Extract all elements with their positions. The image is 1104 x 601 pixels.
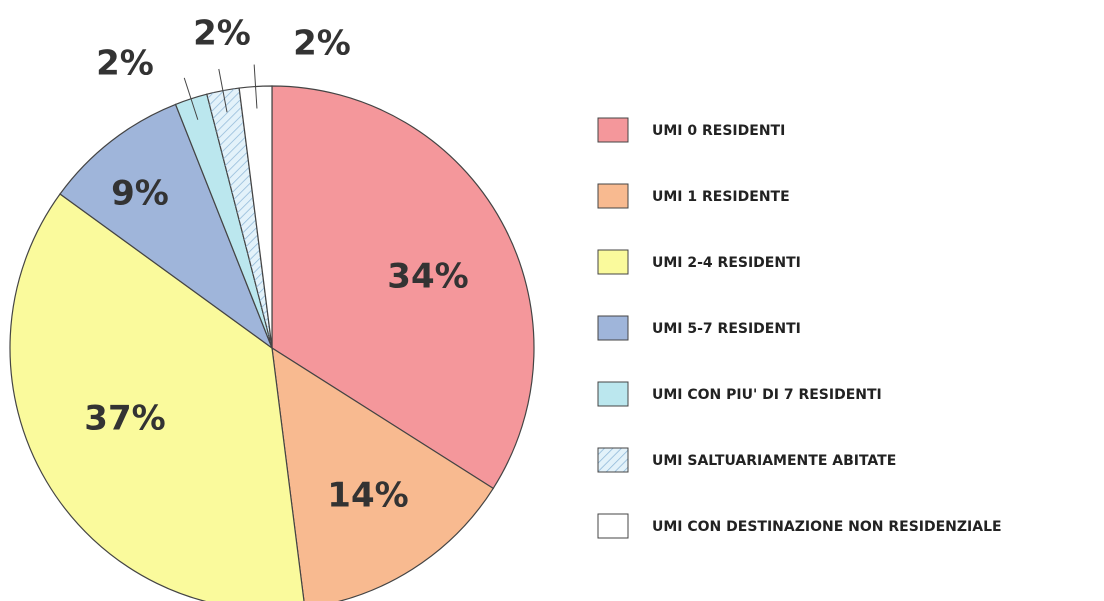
data-label: 37% [84,399,165,439]
pie-slice [271,346,495,601]
data-label: 14% [327,476,408,516]
data-label: 34% [387,257,468,297]
leader-line [253,64,258,109]
legend-label: UMI 0 RESIDENTI [652,123,785,139]
slice-hatch [206,88,272,348]
legend-label: UMI CON DESTINAZIONE NON RESIDENZIALE [652,519,1002,535]
legend-label: UMI 1 RESIDENTE [652,189,790,205]
legend-label: UMI 2-4 RESIDENTI [652,255,801,271]
legend-swatch [597,183,629,209]
leader-line [218,68,228,113]
data-label: 2% [193,14,251,54]
pie-slice [9,193,305,601]
legend-label: UMI CON PIU' DI 7 RESIDENTI [652,387,882,403]
legend-swatch [597,513,629,539]
legend-label: UMI 5-7 RESIDENTI [652,321,801,337]
legend-label: UMI SALTUARIAMENTE ABITATE [652,453,896,469]
legend-swatch [597,249,629,275]
legend-hatch [597,447,629,473]
legend-swatch [597,117,629,143]
pie-slice [59,103,274,350]
leader-line [183,77,199,120]
legend-swatch [597,381,629,407]
data-label: 2% [96,44,154,84]
data-label: 2% [293,24,351,64]
legend-swatch [597,315,629,341]
pie-slice [271,85,535,490]
data-label: 9% [111,174,169,214]
